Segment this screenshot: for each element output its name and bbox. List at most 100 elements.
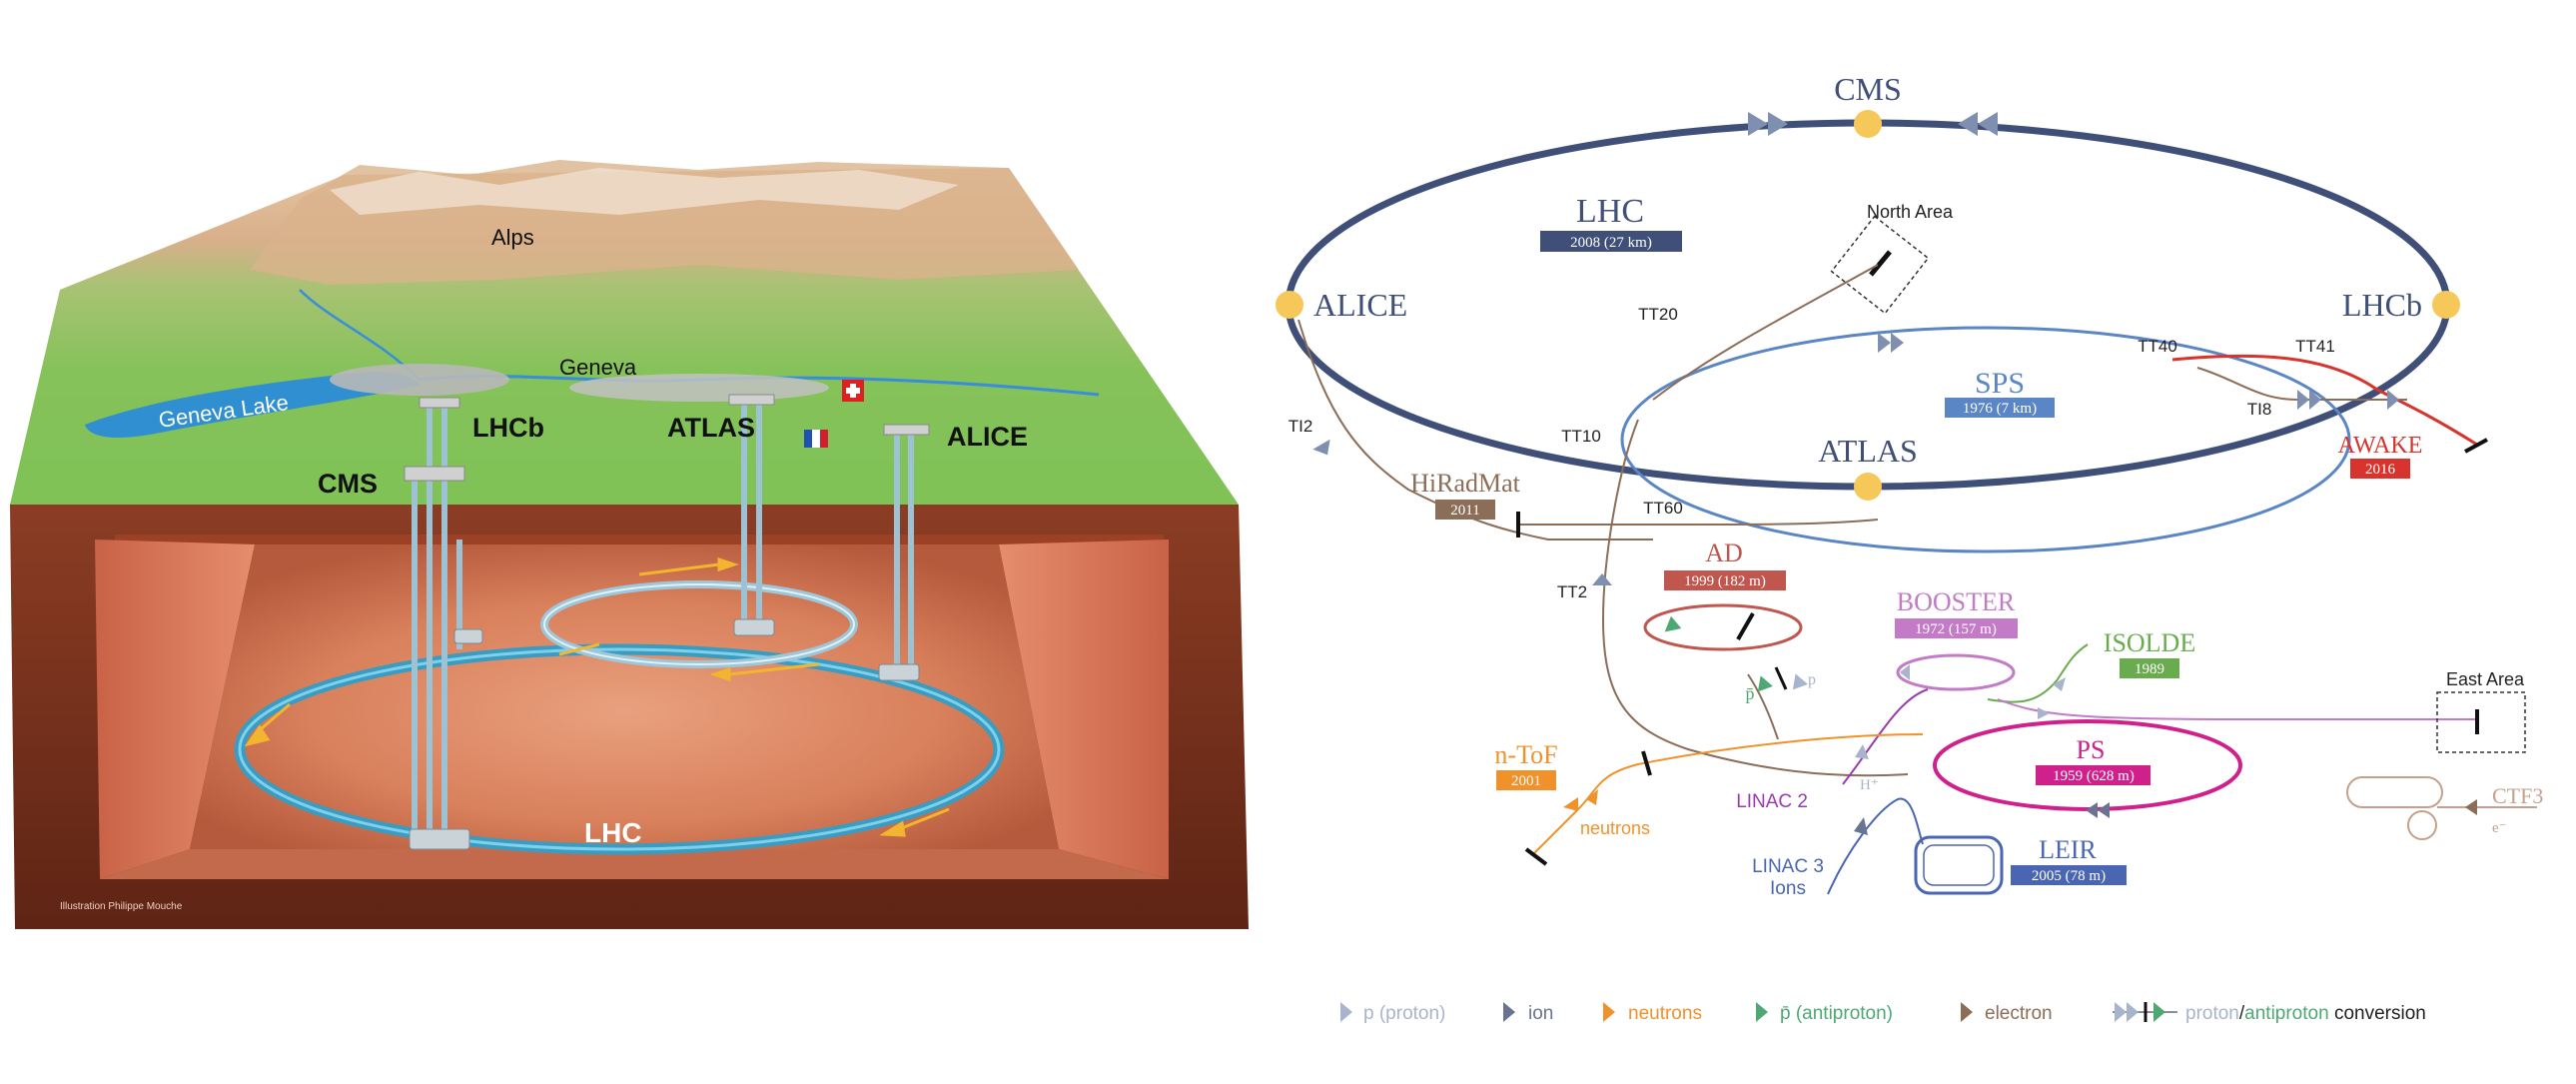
leir-ring <box>1914 835 2004 895</box>
geneva-city <box>330 364 509 396</box>
label-ctf3-e: e⁻ <box>2492 820 2507 836</box>
label-alps: Alps <box>491 225 534 250</box>
label-linac2: LINAC 2 <box>1736 791 1808 812</box>
label-tt20: TT20 <box>1638 305 1678 324</box>
ps-info-badge: 1959 (628 m) <box>2053 768 2135 784</box>
isolde-line <box>1987 643 2089 703</box>
cavity-left-wall <box>95 540 255 879</box>
legend-conv-proton: proton <box>2185 1003 2239 1024</box>
label-ad: AD <box>1705 539 1743 567</box>
east-area-box <box>2436 691 2526 753</box>
legend-neutrons: neutrons <box>1628 1003 1702 1024</box>
ion-icon <box>1503 1002 1515 1022</box>
label-p: p <box>1808 671 1816 688</box>
legend-conv-slash: / <box>2239 1003 2245 1024</box>
tt10-tt2-line <box>1601 419 1909 777</box>
legend-antiproton: p̄ (antiproton) <box>1780 1003 1893 1024</box>
label-alice-exp: ALICE <box>1313 287 1407 323</box>
label-lhc: LHC <box>584 817 642 848</box>
label-leir: LEIR <box>2039 835 2097 864</box>
label-linac3: LINAC 3 <box>1752 856 1824 877</box>
label-linac3-ions: Ions <box>1770 878 1806 899</box>
label-lhcb-exp: LHCb <box>2342 287 2422 323</box>
label-hiradmat: HiRadMat <box>1410 469 1521 498</box>
label-geneva: Geneva <box>559 355 637 380</box>
legend-ion: ion <box>1528 1003 1553 1024</box>
ctf3-shape <box>2346 776 2443 808</box>
linac2-line <box>1842 688 1929 785</box>
label-isolde: ISOLDE <box>2104 628 2195 657</box>
label-hplus: H⁺ <box>1860 777 1879 793</box>
label-ti2: TI2 <box>1288 417 1313 436</box>
booster-ring <box>1896 653 2016 691</box>
sps-ring <box>1620 326 2351 553</box>
sps-info-badge: 1976 (7 km) <box>1963 401 2037 417</box>
label-east-area: East Area <box>2446 669 2525 689</box>
awake-year-badge: 2016 <box>2365 462 2396 478</box>
cern-accelerator-complex-diagram: CMS ALICE LHCb ATLAS LHC 2008 (27 km) SP… <box>1276 71 2543 1024</box>
cavity-floor <box>190 544 1059 849</box>
booster-info-badge: 1972 (157 m) <box>1915 621 1997 637</box>
label-cms-exp: CMS <box>1834 71 1902 107</box>
tt20-line <box>1652 264 1879 401</box>
cms-dot <box>1854 110 1882 138</box>
label-atlas: ATLAS <box>667 413 755 443</box>
geneva-lake <box>85 372 420 438</box>
beam-direction-arrows <box>244 556 950 837</box>
electron-icon <box>1961 1002 1973 1022</box>
label-sps-ring: SPS <box>1975 367 2025 400</box>
north-area-box <box>1830 215 1930 315</box>
label-pbar: p̄ <box>1746 683 1755 703</box>
proton-icon <box>1340 1002 1352 1022</box>
ntof-line <box>1577 733 1924 810</box>
tt40-line <box>2171 354 2478 447</box>
legend-conversion: proton/antiproton conversion <box>2185 1003 2426 1024</box>
label-booster: BOOSTER <box>1897 587 2016 616</box>
illustration-credit: Illustration Philippe Mouche <box>60 901 183 912</box>
isolde-year-badge: 1989 <box>2135 661 2164 677</box>
ntof-year-badge: 2001 <box>1511 773 1541 789</box>
neutron-icon <box>1603 1002 1615 1022</box>
east-area-line <box>1997 698 2477 720</box>
label-atlas-exp: ATLAS <box>1818 433 1918 469</box>
french-flag-icon <box>804 430 828 448</box>
lhc-3d-illustration: Alps Geneva Geneva Lake LHCb ATLAS ALICE… <box>10 160 1249 929</box>
atlas-dot <box>1854 473 1882 501</box>
ti8-line <box>2196 367 2407 401</box>
cavity-right-wall <box>999 540 1169 879</box>
label-tt41: TT41 <box>2295 337 2335 356</box>
linac3-line <box>1827 797 1924 895</box>
antiproton-icon <box>1756 1002 1768 1022</box>
pbar-line <box>1747 673 1779 740</box>
ad-info-badge: 1999 (182 m) <box>1684 573 1766 589</box>
legend-conv-suffix: conversion <box>2329 1003 2426 1024</box>
lhc-beam-arrows <box>1748 112 1998 136</box>
hiradmat-year-badge: 2011 <box>1450 503 1479 519</box>
surface-buildings <box>404 394 930 482</box>
ti2-line <box>1297 319 1653 541</box>
ad-ring <box>1643 603 1803 651</box>
label-tt40: TT40 <box>2138 337 2177 356</box>
alice-dot <box>1276 291 1303 319</box>
label-tt60: TT60 <box>1643 499 1683 518</box>
label-neutrons: neutrons <box>1580 818 1650 838</box>
label-lhc-ring: LHC <box>1576 193 1644 230</box>
label-ctf3: CTF3 <box>2492 783 2543 808</box>
legend-proton: p (proton) <box>1363 1003 1445 1024</box>
label-tt10: TT10 <box>1561 427 1601 446</box>
legend-electron: electron <box>1985 1003 2053 1024</box>
label-ntof: n-ToF <box>1494 740 1557 769</box>
lhcb-dot <box>2432 291 2460 319</box>
label-ps: PS <box>2077 735 2106 764</box>
leir-info-badge: 2005 (78 m) <box>2032 868 2106 884</box>
conversion-icon <box>2113 1002 2177 1022</box>
label-cms: CMS <box>318 469 378 499</box>
label-awake: AWAKE <box>2338 433 2423 459</box>
cavity-back-wall <box>115 535 1164 544</box>
label-tt2: TT2 <box>1557 582 1587 601</box>
label-alice: ALICE <box>947 422 1028 452</box>
legend-conv-antiproton: antiproton <box>2244 1003 2329 1024</box>
label-north-area: North Area <box>1867 202 1954 222</box>
legend: p (proton) ion neutrons p̄ (antiproton) … <box>1340 1002 2426 1024</box>
tt60-line <box>1518 519 1879 526</box>
